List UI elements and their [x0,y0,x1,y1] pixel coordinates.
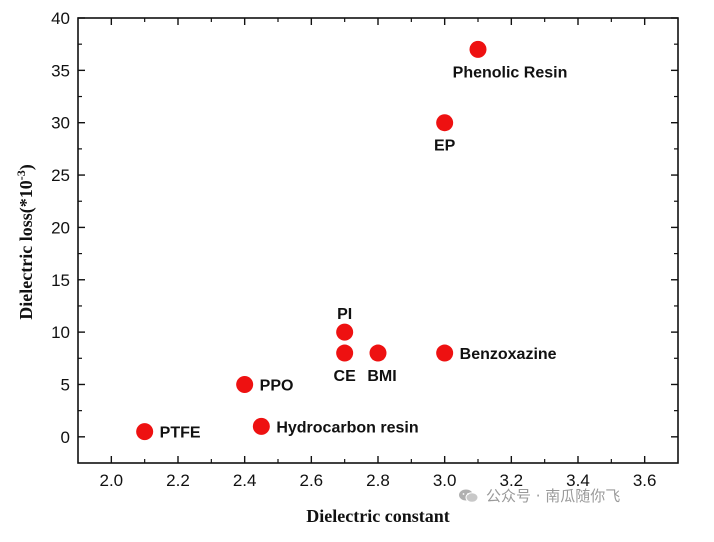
x-tick-label: 3.6 [633,471,657,490]
point-label: PTFE [160,425,201,442]
y-axis-title: Dielectric loss(*10-3) [14,164,37,319]
point-label: PPO [260,377,294,394]
axes: 2.0 2.2 2.4 2.6 2.8 3.0 3.2 3.4 3.6 0 5 10 15 20 25 30 3… [51,9,679,490]
point-labels: PTFE PPO Hydrocarbon resin PI CE BMI Benzoxazi… [160,64,568,441]
point-label: PI [337,306,352,323]
x-tick-label: 3.4 [566,471,590,490]
point-label: BMI [367,368,396,385]
point-label: CE [334,368,357,385]
x-axis-title: Dielectric constant [306,506,449,526]
y-tick-label: 35 [51,61,70,80]
y-tick-label: 20 [51,218,70,237]
y-tick-label: 40 [51,9,70,28]
x-tick-label: 2.0 [100,471,124,490]
y-title-superscript: -3 [14,170,28,180]
point-label: Hydrocarbon resin [276,419,418,436]
x-tick-label: 3.2 [500,471,524,490]
y-tick-label: 10 [51,323,70,342]
y-title-main: Dielectric loss(*10 [16,180,37,319]
point-label: Phenolic Resin [453,64,568,81]
data-point [236,375,254,393]
x-tick-label: 2.2 [166,471,190,490]
data-point [369,344,387,362]
data-point [336,344,354,362]
y-tick-label: 25 [51,166,70,185]
point-label: EP [434,138,456,155]
wechat-icon [459,489,479,503]
data-point [136,423,154,441]
y-tick-label: 5 [61,375,70,394]
y-tick-label: 30 [51,114,70,133]
plot-frame [77,17,679,464]
data-point [436,114,454,132]
x-tick-label: 3.0 [433,471,457,490]
data-point [336,323,354,341]
watermark-text: 公众号 · 南瓜随你飞 [486,487,621,505]
x-tick-label: 2.6 [300,471,324,490]
y-tick-label: 0 [61,428,70,447]
point-label: Benzoxazine [460,346,557,363]
data-point [469,40,487,58]
data-points [136,40,487,441]
data-point [252,417,270,435]
x-tick-label: 2.8 [366,471,390,490]
y-tick-label: 15 [51,271,70,290]
watermark: 公众号 · 南瓜随你飞 [458,485,620,506]
x-tick-label: 2.4 [233,471,257,490]
y-title-tail: ) [16,164,37,170]
data-point [436,344,454,362]
